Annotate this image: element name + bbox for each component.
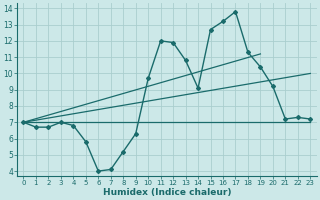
X-axis label: Humidex (Indice chaleur): Humidex (Indice chaleur) bbox=[103, 188, 231, 197]
